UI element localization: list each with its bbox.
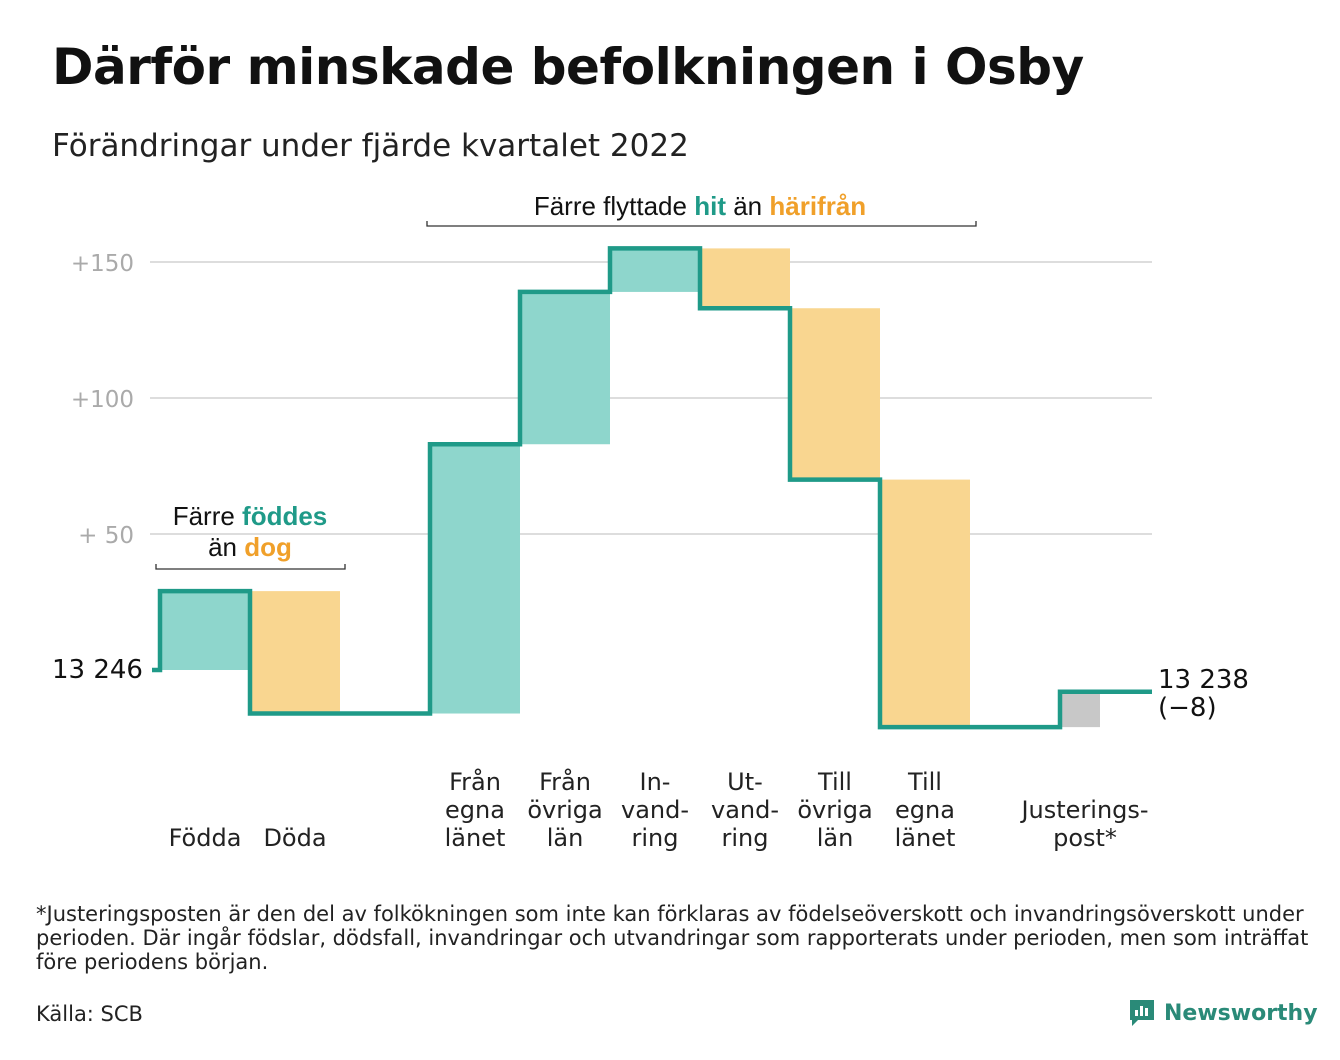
category-label: övriga xyxy=(797,796,872,824)
waterfall-bar xyxy=(610,248,700,292)
waterfall-bar xyxy=(790,308,880,480)
chart-subtitle: Förändringar under fjärde kvartalet 2022 xyxy=(52,128,689,164)
y-tick-label: +150 xyxy=(71,251,134,277)
category-label: post* xyxy=(1053,824,1117,852)
category-label: egna xyxy=(445,796,505,824)
category-label: egna xyxy=(895,796,955,824)
source-label: Källa: SCB xyxy=(36,1002,143,1026)
category-label: Till xyxy=(907,768,942,796)
category-label: län xyxy=(547,824,584,852)
category-label: Justerings- xyxy=(1019,796,1148,824)
footnote: *Justeringsposten är den del av folkökni… xyxy=(36,902,1309,974)
waterfall-bar xyxy=(520,291,610,445)
category-label: Till xyxy=(817,768,852,796)
waterfall-bar xyxy=(160,591,250,670)
category-label: ring xyxy=(632,824,679,852)
waterfall-bar xyxy=(880,479,970,728)
y-tick-label: +100 xyxy=(71,387,134,413)
migration-annotation: Färre flyttade hit än härifrån xyxy=(534,191,866,221)
category-label: In- xyxy=(640,768,671,796)
migration-bracket xyxy=(426,221,977,227)
category-label: ring xyxy=(722,824,769,852)
category-label: Från xyxy=(449,767,501,796)
newsworthy-logo-icon xyxy=(1130,1000,1154,1026)
chart-title: Därför minskade befolkningen i Osby xyxy=(52,38,1084,96)
end-value-label: 13 238 xyxy=(1158,665,1249,695)
category-label: länet xyxy=(445,824,506,852)
waterfall-bar xyxy=(430,444,520,714)
category-label: län xyxy=(817,824,854,852)
category-label: övriga xyxy=(527,796,602,824)
category-label: Ut- xyxy=(727,768,763,796)
waterfall-bar xyxy=(700,248,790,309)
category-label: vand- xyxy=(621,796,689,824)
start-value-label: 13 246 xyxy=(52,655,143,685)
waterfall-bar xyxy=(1060,691,1100,728)
births-annotation-line2: än dog xyxy=(208,532,292,562)
category-label: länet xyxy=(895,824,956,852)
category-label: Från xyxy=(539,767,591,796)
brand-name: Newsworthy xyxy=(1164,1000,1318,1026)
births-annotation-line1: Färre föddes xyxy=(173,501,328,531)
waterfall-bar xyxy=(250,591,340,714)
births-bracket xyxy=(155,564,346,570)
category-label: Döda xyxy=(263,824,326,852)
cumulative-step-line xyxy=(152,246,1152,730)
y-tick-label: + 50 xyxy=(78,523,134,549)
brand-logo: Newsworthy xyxy=(1128,998,1318,1028)
category-label: vand- xyxy=(711,796,779,824)
net-change-label: (−8) xyxy=(1158,693,1217,723)
category-label: Födda xyxy=(169,824,242,852)
